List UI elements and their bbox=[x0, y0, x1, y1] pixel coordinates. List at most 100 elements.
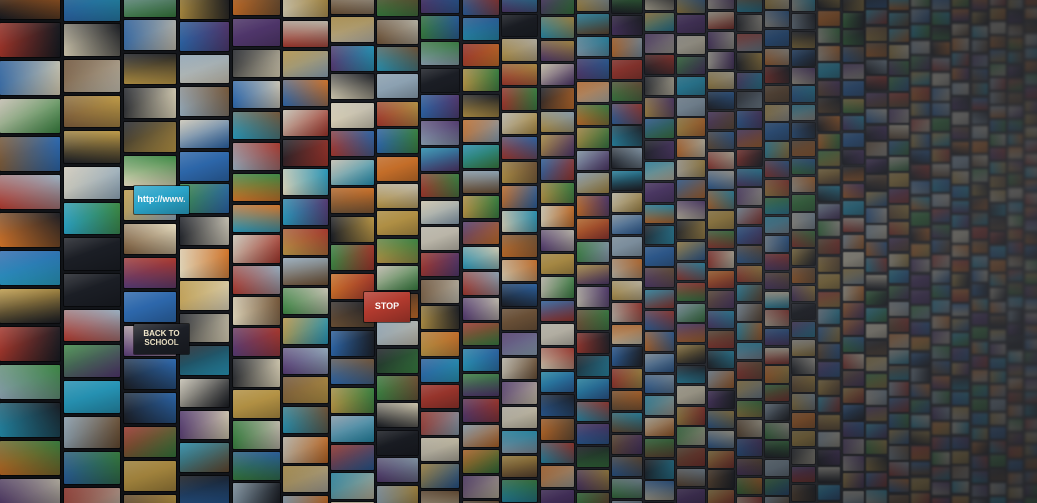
screen-tile bbox=[932, 87, 950, 101]
screen-tile bbox=[952, 436, 970, 450]
screen-tile bbox=[1008, 351, 1024, 363]
screen-tile bbox=[792, 176, 816, 193]
screen-tile bbox=[283, 228, 328, 256]
screen-tile bbox=[1025, 484, 1037, 497]
screen-tile bbox=[64, 309, 120, 342]
screen-tile bbox=[932, 254, 950, 268]
screen-tile bbox=[645, 438, 675, 458]
screen-tile bbox=[842, 320, 865, 335]
screen-tile bbox=[1025, 498, 1037, 503]
screen-tile bbox=[1008, 242, 1024, 254]
screen-tile bbox=[502, 88, 538, 110]
screen-tile bbox=[377, 348, 418, 373]
screen-tile bbox=[736, 362, 763, 379]
screen-tile bbox=[64, 60, 120, 92]
screen-tile bbox=[1008, 201, 1024, 213]
screen-tile bbox=[1008, 133, 1024, 145]
screen-tile bbox=[792, 303, 816, 320]
screen-tile bbox=[1008, 187, 1024, 200]
screen-tile bbox=[420, 306, 460, 330]
screen-tile bbox=[971, 499, 988, 503]
screen-tile bbox=[1008, 38, 1024, 50]
screen-tile bbox=[971, 413, 988, 426]
screen-tile bbox=[911, 243, 930, 258]
screen-tile bbox=[736, 419, 763, 437]
screen-tile bbox=[911, 0, 930, 8]
screen-tile bbox=[707, 91, 735, 110]
screen-tile bbox=[866, 489, 887, 503]
screen-tile bbox=[540, 182, 574, 204]
screen-tile bbox=[1008, 24, 1024, 37]
screen-tile bbox=[462, 450, 500, 473]
screen-tile bbox=[866, 291, 887, 306]
screen-tile bbox=[540, 348, 574, 369]
screen-tile bbox=[990, 469, 1006, 482]
screen-tile bbox=[990, 64, 1006, 77]
screen-tile bbox=[677, 406, 705, 425]
screen-tile bbox=[645, 55, 675, 74]
screen-tile bbox=[990, 315, 1006, 328]
screen-tile bbox=[990, 22, 1006, 35]
screen-tile bbox=[1025, 34, 1037, 46]
screen-tile bbox=[1008, 446, 1024, 458]
screen-tile bbox=[932, 209, 950, 223]
screen-tile bbox=[645, 140, 675, 160]
screen-tile bbox=[792, 213, 816, 229]
screen-tile bbox=[792, 249, 816, 265]
screen-tile bbox=[971, 155, 988, 168]
screen-tile bbox=[377, 101, 418, 126]
screen-tile bbox=[932, 42, 950, 56]
screen-tile bbox=[377, 238, 418, 263]
screen-tile bbox=[707, 0, 735, 10]
screen-tile bbox=[377, 375, 418, 401]
screen-tile bbox=[952, 97, 970, 110]
screen-tile bbox=[765, 142, 790, 159]
screen-tile bbox=[1008, 473, 1024, 485]
screen-tile bbox=[420, 68, 460, 92]
screen-tile bbox=[576, 492, 609, 503]
screen-tile bbox=[645, 460, 675, 479]
screen-tile bbox=[866, 324, 887, 339]
screen-tile bbox=[932, 239, 950, 253]
screen-tile bbox=[817, 291, 841, 307]
screen-tile bbox=[611, 38, 643, 58]
screen-tile bbox=[911, 274, 930, 289]
screen-tile bbox=[540, 64, 574, 86]
screen-tile bbox=[911, 290, 930, 305]
screen-tile bbox=[576, 310, 609, 331]
screen-tile bbox=[889, 221, 909, 236]
screen-tile bbox=[64, 452, 120, 485]
screen-tile bbox=[792, 158, 816, 175]
screen-tile bbox=[576, 447, 609, 467]
screen-tile bbox=[952, 318, 970, 332]
screen-tile bbox=[283, 169, 328, 196]
screen-tile bbox=[707, 490, 735, 503]
screen-tile bbox=[932, 133, 950, 147]
screen-tile bbox=[792, 68, 816, 84]
screen-tile bbox=[736, 188, 763, 205]
screen-tile bbox=[540, 418, 574, 440]
screen-tile bbox=[866, 258, 887, 273]
screen-tile bbox=[677, 180, 705, 199]
screen-tile bbox=[331, 74, 375, 100]
screen-tile bbox=[736, 246, 763, 263]
screen-tile bbox=[990, 231, 1006, 244]
screen-tile bbox=[817, 45, 841, 61]
screen-tile bbox=[889, 333, 909, 348]
screen-tile bbox=[677, 262, 705, 281]
screen-tile bbox=[123, 88, 177, 119]
screen-tile bbox=[707, 171, 735, 189]
screen-tile bbox=[502, 455, 538, 478]
screen-tile bbox=[611, 412, 643, 433]
screen-tile bbox=[232, 142, 280, 171]
screen-tile bbox=[971, 241, 988, 254]
screen-tile bbox=[911, 415, 930, 429]
screen-tile bbox=[707, 191, 735, 209]
screen-tile bbox=[576, 82, 609, 102]
screen-tile bbox=[842, 285, 865, 301]
screen-tile bbox=[645, 332, 675, 351]
screen-tile bbox=[952, 466, 970, 479]
screen-tile bbox=[889, 446, 909, 461]
screen-tile bbox=[952, 200, 970, 214]
screen-tile bbox=[971, 485, 988, 498]
